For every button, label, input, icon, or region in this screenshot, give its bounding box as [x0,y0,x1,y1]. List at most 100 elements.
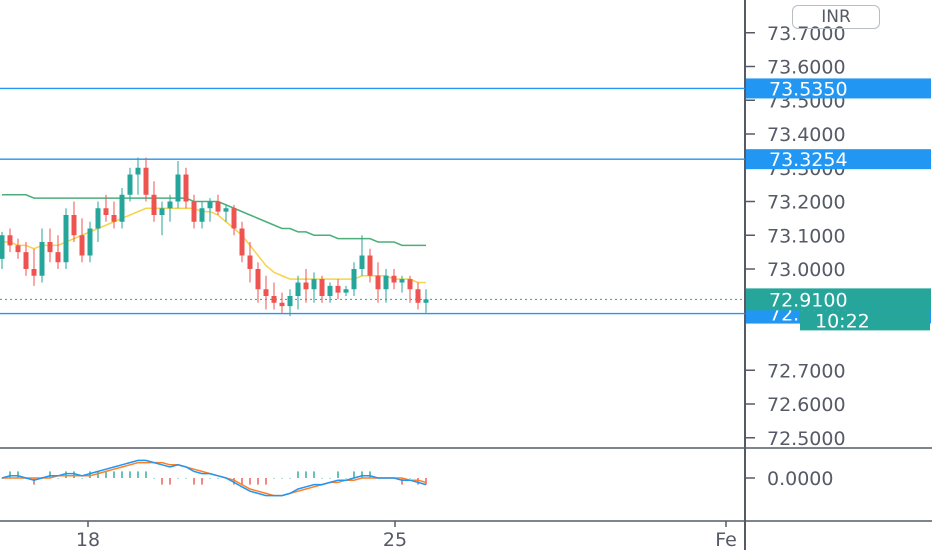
candle-body [119,194,125,222]
candle-body [175,174,181,202]
macd-histogram-bar [177,478,179,479]
candle-body [223,208,229,212]
macd-histogram-bar [105,471,107,478]
last-price-badge [746,288,931,311]
price-tick-label: 73.2000 [767,192,846,214]
candle-body [0,235,5,259]
candle-body [399,279,405,283]
candle-body [215,201,221,212]
macd-histogram-bar [369,471,371,478]
macd-histogram-bar [217,478,219,479]
candle-body [135,167,141,175]
macd-histogram-bar [425,478,427,485]
macd-histogram-bar [185,478,187,479]
candle-body [55,252,61,263]
macd-histogram-bar [289,478,291,479]
last-price-label: 72.9100 [769,289,848,311]
horizontal-line-label: 73.5350 [769,78,848,100]
macd-histogram-bar [209,478,211,479]
macd-histogram-bar [145,471,147,478]
signal-line [2,461,427,497]
macd-histogram-bar [49,471,51,478]
candle-body [111,215,117,222]
macd-histogram-bar [97,471,99,478]
currency-button[interactable]: INR [792,5,880,29]
candle-body [319,279,325,296]
candle-body [407,279,413,290]
candle-body [255,269,261,290]
candle-body [391,275,397,283]
candle-body [311,279,317,290]
macd-histogram-bar [153,478,155,479]
candle-body [271,296,277,303]
candle-body [79,235,85,256]
candle-body [375,275,381,290]
candle-body [335,285,341,293]
candle-body [167,201,173,209]
candle-body [15,245,21,253]
countdown-badge [800,310,930,331]
macd-histogram-bar [81,478,83,479]
macd-histogram-bar [281,478,283,479]
macd-histogram-bar [137,471,139,478]
candle-body [191,201,197,222]
macd-histogram-bar [121,471,123,478]
macd-histogram-bar [201,478,203,485]
candle-body [343,289,349,293]
candle-body [239,228,245,256]
candle-body [63,215,69,263]
candle-body [183,174,189,202]
candle-body [207,201,213,209]
macd-line [1,459,427,497]
candle-body [383,275,389,290]
candle-body [151,194,157,215]
macd-histogram-bar [233,478,235,485]
candle-body [423,299,429,303]
price-tick-label: 73.6000 [767,57,846,79]
horizontal-line-label: 73.3254 [769,149,848,171]
macd-histogram-bar [249,478,251,485]
indicator-tick-label: 0.0000 [767,468,833,490]
candle-body [247,255,253,269]
candle-body [31,269,37,276]
candle-body [47,242,53,253]
macd-histogram-bar [73,471,75,478]
macd-histogram-bar [57,478,59,479]
macd-histogram-bar [321,478,323,479]
candle-body [351,269,357,290]
price-tick-label: 72.6000 [767,394,846,416]
time-tick-label: 25 [383,529,407,550]
candle-body [327,285,333,296]
macd-histogram-bar [161,478,163,485]
candle-body [279,302,285,307]
macd-histogram-bar [409,478,411,479]
candle-body [295,282,301,296]
macd-histogram-bar [417,478,419,485]
countdown-label: 10:22 [815,310,870,332]
macd-histogram-bar [257,478,259,485]
candle-body [159,208,165,215]
candle-body [87,228,93,256]
candle-body [303,282,309,290]
time-tick-label: Fe [715,529,737,550]
candle-body [127,174,133,195]
macd-histogram-bar [297,471,299,478]
candle-body [199,208,205,222]
time-tick-label: 18 [76,529,100,550]
macd-histogram-bar [265,478,267,485]
candle-body [7,235,13,246]
macd-histogram-bar [305,471,307,478]
candle-body [39,242,45,276]
candle-body [95,208,101,229]
candle-body [263,289,269,296]
macd-histogram-bar [193,478,195,485]
candle-body [287,296,293,307]
macd-histogram-bar [241,478,243,485]
horizontal-line-badge [746,149,931,170]
price-tick-label: 73.4000 [767,124,846,146]
macd-histogram-bar [361,471,363,478]
macd-histogram-bar [353,471,355,478]
horizontal-line-badge [746,78,931,99]
macd-histogram-bar [129,471,131,478]
